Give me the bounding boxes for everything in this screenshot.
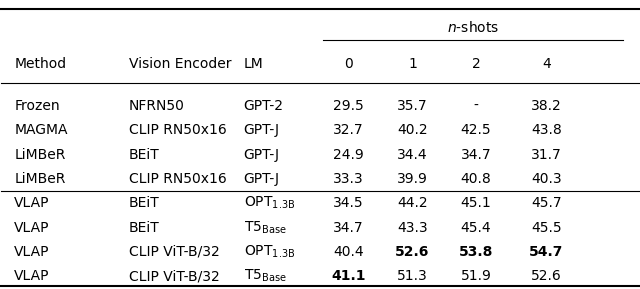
Text: 38.2: 38.2 — [531, 99, 561, 113]
Text: 29.5: 29.5 — [333, 99, 364, 113]
Text: 24.9: 24.9 — [333, 147, 364, 162]
Text: 41.1: 41.1 — [332, 269, 366, 283]
Text: 4: 4 — [542, 57, 550, 71]
Text: 40.4: 40.4 — [333, 245, 364, 259]
Text: CLIP ViT-B/32: CLIP ViT-B/32 — [129, 245, 220, 259]
Text: 33.3: 33.3 — [333, 172, 364, 186]
Text: 40.2: 40.2 — [397, 123, 428, 137]
Text: 45.4: 45.4 — [461, 221, 492, 234]
Text: VLAP: VLAP — [14, 245, 50, 259]
Text: Vision Encoder: Vision Encoder — [129, 57, 231, 71]
Text: VLAP: VLAP — [14, 269, 50, 283]
Text: GPT-2: GPT-2 — [244, 99, 284, 113]
Text: 35.7: 35.7 — [397, 99, 428, 113]
Text: 54.7: 54.7 — [529, 245, 563, 259]
Text: 51.9: 51.9 — [461, 269, 492, 283]
Text: 0: 0 — [344, 57, 353, 71]
Text: 45.1: 45.1 — [461, 196, 492, 210]
Text: $n$-shots: $n$-shots — [447, 20, 499, 35]
Text: T5$_{\mathregular{Base}}$: T5$_{\mathregular{Base}}$ — [244, 219, 286, 236]
Text: -: - — [474, 99, 479, 113]
Text: 45.7: 45.7 — [531, 196, 561, 210]
Text: 34.5: 34.5 — [333, 196, 364, 210]
Text: 34.7: 34.7 — [461, 147, 492, 162]
Text: MAGMA: MAGMA — [14, 123, 68, 137]
Text: BEiT: BEiT — [129, 147, 159, 162]
Text: 45.5: 45.5 — [531, 221, 561, 234]
Text: 34.7: 34.7 — [333, 221, 364, 234]
Text: 51.3: 51.3 — [397, 269, 428, 283]
Text: CLIP ViT-B/32: CLIP ViT-B/32 — [129, 269, 220, 283]
Text: 44.2: 44.2 — [397, 196, 428, 210]
Text: 34.4: 34.4 — [397, 147, 428, 162]
Text: 2: 2 — [472, 57, 481, 71]
Text: GPT-J: GPT-J — [244, 123, 280, 137]
Text: BEiT: BEiT — [129, 196, 159, 210]
Text: GPT-J: GPT-J — [244, 172, 280, 186]
Text: NFRN50: NFRN50 — [129, 99, 185, 113]
Text: 52.6: 52.6 — [396, 245, 429, 259]
Text: 43.3: 43.3 — [397, 221, 428, 234]
Text: VLAP: VLAP — [14, 196, 50, 210]
Text: T5$_{\mathregular{Base}}$: T5$_{\mathregular{Base}}$ — [244, 268, 286, 284]
Text: VLAP: VLAP — [14, 221, 50, 234]
Text: LM: LM — [244, 57, 263, 71]
Text: 42.5: 42.5 — [461, 123, 492, 137]
Text: 31.7: 31.7 — [531, 147, 561, 162]
Text: LiMBeR: LiMBeR — [14, 147, 65, 162]
Text: 39.9: 39.9 — [397, 172, 428, 186]
Text: BEiT: BEiT — [129, 221, 159, 234]
Text: 52.6: 52.6 — [531, 269, 561, 283]
Text: 40.8: 40.8 — [461, 172, 492, 186]
Text: 40.3: 40.3 — [531, 172, 561, 186]
Text: Frozen: Frozen — [14, 99, 60, 113]
Text: CLIP RN50x16: CLIP RN50x16 — [129, 172, 227, 186]
Text: GPT-J: GPT-J — [244, 147, 280, 162]
Text: CLIP RN50x16: CLIP RN50x16 — [129, 123, 227, 137]
Text: LiMBeR: LiMBeR — [14, 172, 65, 186]
Text: 32.7: 32.7 — [333, 123, 364, 137]
Text: Method: Method — [14, 57, 67, 71]
Text: 43.8: 43.8 — [531, 123, 561, 137]
Text: 53.8: 53.8 — [459, 245, 493, 259]
Text: OPT$_{\mathregular{1.3B}}$: OPT$_{\mathregular{1.3B}}$ — [244, 195, 295, 211]
Text: OPT$_{\mathregular{1.3B}}$: OPT$_{\mathregular{1.3B}}$ — [244, 244, 295, 260]
Text: 1: 1 — [408, 57, 417, 71]
